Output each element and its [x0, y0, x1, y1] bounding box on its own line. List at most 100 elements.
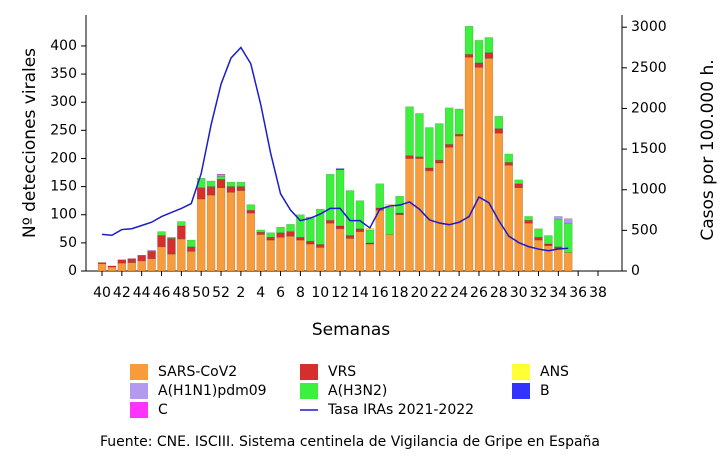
bar-segment: [504, 153, 513, 163]
bar-segment: [246, 204, 256, 211]
bar-segment: [97, 262, 107, 264]
legend-label: A(H3N2): [328, 383, 387, 399]
bar-segment: [365, 229, 375, 244]
bar-segment: [514, 187, 523, 272]
bar-segment: [276, 236, 285, 272]
x-tick-label: 20: [411, 285, 429, 301]
bar-segment: [107, 265, 117, 268]
bar-segment: [206, 186, 216, 196]
bar-segment: [167, 238, 176, 255]
bar-segment: [276, 232, 285, 238]
bar-segment: [177, 221, 186, 227]
legend-label: VRS: [328, 364, 356, 380]
x-tick-label: 18: [391, 285, 409, 301]
legend-swatch: [130, 364, 148, 380]
legend-label: B: [540, 383, 550, 399]
bar-segment: [256, 234, 265, 272]
bar-segment: [474, 40, 484, 64]
bar-segment: [296, 236, 305, 241]
bar-segment: [444, 144, 454, 148]
bar-segment: [365, 243, 375, 272]
bar-segment: [484, 58, 494, 272]
bar-segment: [435, 123, 444, 161]
bar-segment: [444, 107, 454, 145]
bar-segment: [216, 174, 226, 177]
bar-segment: [454, 135, 464, 272]
x-tick-label: 6: [276, 285, 285, 301]
x-tick-label: 34: [549, 285, 567, 301]
bar-segment: [276, 226, 285, 233]
bar-segment: [315, 208, 325, 245]
bar-segment: [226, 186, 236, 193]
y2-tick-label: 1000: [631, 182, 667, 198]
bar-segment: [325, 222, 335, 272]
bar-segment: [177, 238, 186, 272]
bar-segment: [385, 207, 394, 235]
bar-segment: [306, 216, 315, 242]
bar-segment: [177, 225, 186, 240]
bar-segment: [345, 238, 355, 272]
bar-segment: [246, 209, 256, 214]
bar-segment: [206, 194, 216, 272]
bar-segment: [534, 228, 543, 238]
bar-segment: [514, 179, 523, 185]
bar-segment: [345, 235, 355, 239]
bar-segment: [355, 231, 365, 272]
bar-segment: [137, 254, 146, 262]
bar-segment: [236, 181, 246, 187]
bar-segment: [464, 56, 474, 272]
bar-segment: [355, 228, 365, 232]
legend-swatch: [300, 383, 318, 399]
bar-segment: [335, 225, 345, 230]
bar-segment: [226, 181, 236, 187]
bar-segment: [454, 134, 464, 137]
bar-segment: [107, 266, 117, 272]
y-tick-label: 300: [50, 94, 77, 110]
bar-segment: [137, 260, 146, 272]
bar-segment: [484, 37, 494, 53]
bar-segment: [306, 243, 315, 272]
x-tick-label: 14: [351, 285, 369, 301]
bar-segment: [554, 216, 563, 220]
bar-segment: [534, 239, 543, 272]
bar-segment: [216, 176, 226, 180]
bar-segment: [315, 247, 325, 272]
bar-segment: [246, 212, 256, 272]
bar-segment: [216, 179, 226, 188]
bar-segment: [296, 239, 305, 272]
bar-segment: [167, 253, 176, 272]
bar-segment: [97, 263, 107, 272]
bar-segment: [226, 191, 236, 272]
bar-segment: [117, 259, 127, 264]
y-axis-label: Nº detecciones virales: [20, 48, 40, 238]
bar-segment: [286, 231, 295, 237]
bar-segment: [167, 236, 176, 239]
bar-segment: [147, 258, 156, 272]
bar-segment: [504, 162, 513, 166]
bar-segment: [474, 62, 484, 68]
bar-segment: [494, 132, 504, 272]
bar-segment: [127, 258, 137, 263]
bar-segment: [544, 235, 553, 245]
bar-segment: [435, 162, 444, 272]
x-tick-label: 50: [192, 285, 210, 301]
legend-swatch: [300, 364, 318, 380]
bar-segment: [375, 183, 385, 209]
bar-segment: [425, 127, 434, 169]
x-tick-label: 28: [490, 285, 508, 301]
bar-segment: [216, 187, 226, 272]
bar-segment: [325, 173, 335, 221]
legend-swatch: [512, 364, 530, 380]
bar-segment: [514, 183, 523, 188]
x-tick-label: 38: [589, 285, 607, 301]
bar-segment: [187, 239, 196, 248]
bar-segment: [256, 229, 265, 233]
bar-segment: [563, 218, 573, 224]
bar-segment: [335, 168, 345, 170]
bar-segment: [464, 54, 474, 58]
legend-swatch: [130, 383, 148, 399]
bar-segment: [395, 212, 404, 215]
bar-segment: [544, 243, 553, 246]
x-axis-label: Semanas: [312, 320, 390, 340]
